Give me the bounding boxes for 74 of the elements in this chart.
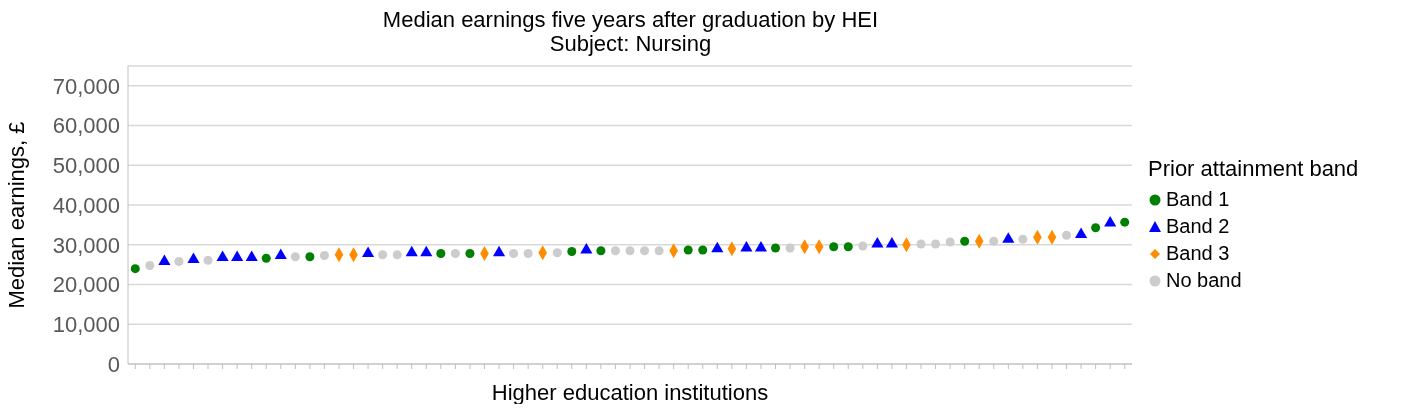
y-axis-title: Median earnings, £	[3, 121, 29, 309]
legend-label: Band 2	[1166, 215, 1230, 238]
point	[378, 250, 388, 260]
chart-subtitle: Subject: Nursing	[548, 31, 712, 56]
point	[231, 250, 244, 262]
point	[392, 250, 402, 260]
point	[1002, 232, 1015, 243]
y-tick-label: 20,000	[52, 272, 120, 298]
legend-label: Band 1	[1166, 188, 1230, 211]
point	[130, 264, 140, 274]
point	[885, 236, 898, 248]
point	[711, 241, 724, 253]
point	[1018, 234, 1028, 244]
point	[290, 252, 300, 262]
point	[436, 249, 446, 259]
point	[274, 248, 287, 260]
point	[580, 242, 593, 254]
point	[450, 249, 460, 259]
x-axis-title: Higher education institutions	[491, 380, 769, 405]
y-tick-label: 40,000	[52, 192, 120, 218]
y-tick-label: 60,000	[52, 113, 120, 139]
point	[754, 240, 768, 252]
point	[916, 239, 926, 249]
point	[1074, 227, 1088, 238]
point	[625, 246, 635, 256]
point	[492, 245, 506, 257]
point	[319, 251, 329, 261]
y-tick-label: 50,000	[52, 153, 120, 179]
point	[871, 236, 884, 248]
point	[261, 253, 271, 263]
y-tick-label: 0	[107, 351, 120, 377]
point	[740, 240, 753, 252]
point	[145, 260, 155, 270]
point	[465, 249, 475, 259]
point	[945, 237, 955, 247]
legend-label: No band	[1166, 269, 1242, 292]
point	[1062, 230, 1072, 240]
point	[640, 246, 650, 256]
point	[1091, 223, 1101, 233]
point	[245, 250, 258, 262]
point	[858, 241, 868, 251]
point	[552, 248, 562, 258]
point	[843, 242, 853, 252]
chart-title: Median earnings five years after graduation by HEI	[381, 7, 880, 32]
point	[931, 239, 941, 249]
point	[989, 236, 999, 246]
point	[405, 245, 418, 257]
point	[187, 252, 200, 264]
point	[174, 256, 184, 266]
point	[960, 236, 970, 246]
point	[1120, 217, 1130, 227]
point	[785, 243, 795, 253]
legend-label: Band 3	[1166, 242, 1230, 265]
point	[567, 247, 577, 257]
point	[362, 246, 375, 258]
point	[698, 245, 708, 255]
y-tick-label: 70,000	[52, 73, 120, 99]
y-tick-label: 30,000	[52, 232, 120, 258]
point	[770, 243, 781, 253]
y-tick-label: 10,000	[52, 312, 120, 338]
point	[829, 242, 839, 252]
legend-title: Prior attainment band	[1148, 156, 1359, 182]
point	[509, 249, 519, 259]
point	[158, 254, 171, 265]
point	[610, 246, 620, 256]
point	[1104, 215, 1117, 227]
point	[203, 255, 213, 265]
point	[654, 246, 664, 256]
point	[305, 252, 315, 262]
point	[216, 250, 229, 262]
point	[523, 249, 533, 259]
point	[420, 245, 433, 257]
point	[596, 246, 606, 256]
point	[683, 245, 693, 255]
